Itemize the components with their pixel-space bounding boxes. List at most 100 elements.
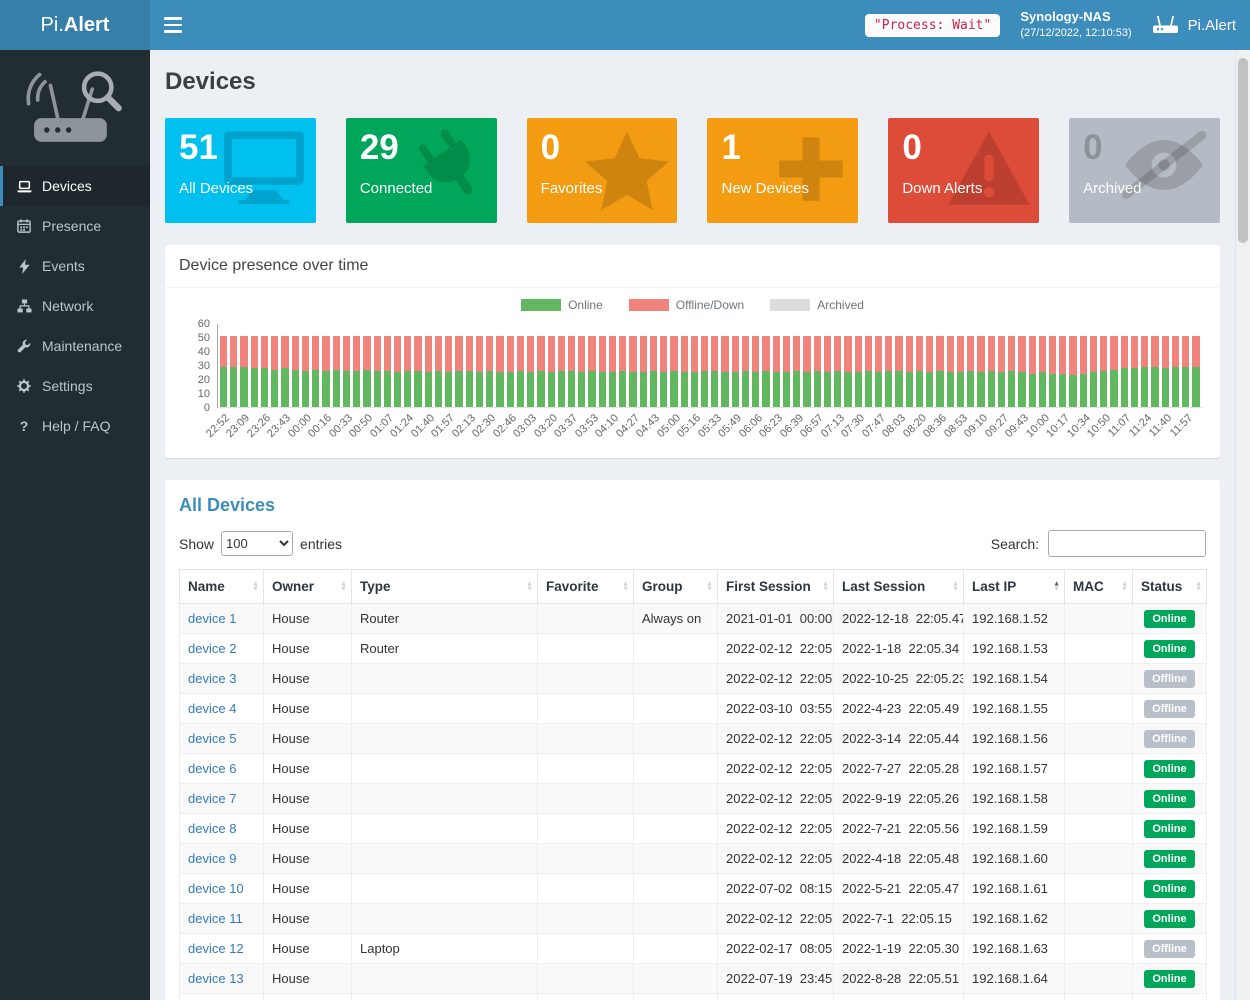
sidebar-item-label: Presence [42,218,102,234]
device-link[interactable]: device 4 [188,701,237,716]
status-badge: Offline [1144,939,1195,958]
device-link[interactable]: device 13 [188,971,244,986]
device-link[interactable]: device 3 [188,671,237,686]
cell-last-session: 2022-7-27 22:05.28 [833,753,964,784]
chart-bar [260,324,269,407]
status-badge: Online [1144,759,1195,778]
chart-bar [578,324,586,407]
cell-last-session: 2022-9-19 22:05.26 [833,783,964,814]
cell-status: Offline [1132,723,1207,754]
sort-icon: ▲ ▼ [526,580,533,593]
sort-icon: ▲ ▼ [706,580,713,593]
cell-last-ip: 192.168.1.57 [963,753,1065,784]
cell-group [633,693,718,724]
sidebar-item-maintenance[interactable]: Maintenance [0,326,150,366]
column-header-last-session[interactable]: Last Session ▲ ▼ [833,569,964,604]
sidebar-item-help-faq[interactable]: ? Help / FAQ [0,406,150,446]
chart-bar [424,324,432,407]
chart-bar [271,324,279,407]
column-header-label: Status [1141,579,1183,594]
cell-name: device 14 [179,993,264,1000]
table-row: device 8 House 2022-02-12 22:05 2022-7-21 2… [179,813,1207,844]
device-link[interactable]: device 5 [188,731,237,746]
brand-logo[interactable]: Pi. Alert [0,0,150,50]
stat-card-connected[interactable]: 29 Connected [345,118,497,223]
sidebar-item-devices[interactable]: Devices [0,166,150,206]
device-link[interactable]: device 11 [188,911,243,926]
device-link[interactable]: device 6 [188,761,237,776]
sidebar-item-presence[interactable]: Presence [0,206,150,246]
cell-name: device 2 [179,633,264,664]
wrench-icon [16,339,32,353]
chart-bar [854,324,862,407]
network-icon [16,299,32,313]
stat-card-favorites[interactable]: 0 Favorites [526,118,678,223]
chart-bar [711,324,719,407]
device-link[interactable]: device 1 [188,611,237,626]
device-link[interactable]: device 9 [188,851,237,866]
chart-bar [486,324,494,407]
stat-card-all-devices[interactable]: 51 All Devices [165,118,316,223]
device-link[interactable]: device 7 [188,791,237,806]
sidebar-item-network[interactable]: Network [0,286,150,326]
scrollbar-track[interactable] [1235,50,1250,1000]
column-header-owner[interactable]: Owner ▲ ▼ [263,569,352,604]
devices-table: Name ▲ ▼ Owner ▲ ▼ Type ▲ ▼ Favorite ▲ ▼ Group ▲ ▼ Firs… [179,569,1207,1000]
cell-group [633,873,718,904]
table-row: device 11 House 2022-02-12 22:05 2022-7-1 2… [179,903,1207,934]
device-link[interactable]: device 8 [188,821,237,836]
chart-bar [956,324,965,407]
sidebar-toggle-button[interactable] [150,0,196,50]
chart-bar [936,324,944,407]
search-input[interactable] [1048,530,1206,557]
cell-mac [1064,963,1133,994]
sidebar-item-label: Help / FAQ [42,418,111,434]
cell-name: device 1 [179,603,264,634]
column-header-mac[interactable]: MAC ▲ ▼ [1064,569,1133,604]
cell-group [633,723,718,754]
chart-bar [864,324,872,407]
chart-bar [885,324,893,407]
scrollbar-thumb[interactable] [1238,58,1248,243]
page-title: Devices [165,68,256,95]
bolt-icon [16,258,32,274]
device-link[interactable]: device 2 [188,641,237,656]
cell-type [351,753,538,784]
stat-card-down-alerts[interactable]: 0 Down Alerts [888,118,1040,223]
cell-last-session: 2022-8-28 22:05.51 [833,963,964,994]
column-header-type[interactable]: Type ▲ ▼ [351,569,538,604]
device-link[interactable]: device 12 [188,941,244,956]
pialert-link[interactable]: Pi.Alert [1152,13,1236,38]
device-link[interactable]: device 10 [188,881,244,896]
stat-value: 0 [540,128,561,167]
sidebar-item-events[interactable]: Events [0,246,150,286]
stat-card-new-devices[interactable]: 1 New Devices [707,118,859,223]
entries-label: entries [300,535,343,552]
app-name: Pi.Alert [1187,16,1236,34]
cell-last-ip: 192.168.1.64 [963,963,1065,994]
y-tick-label: 20 [197,374,210,386]
column-header-group[interactable]: Group ▲ ▼ [633,569,718,604]
column-header-first-session[interactable]: First Session ▲ ▼ [717,569,834,604]
chart-bar [752,324,760,407]
legend-item-online: Online [521,298,603,312]
column-header-last-ip[interactable]: Last IP ▲ ▼ [963,569,1065,604]
table-body: device 1 House Router Always on 2021-01-01 0… [179,603,1207,1000]
cell-first-session: 2022-02-12 22:05 [717,633,834,664]
chart-title: Device presence over time [165,245,1220,288]
cell-last-session: 2022-11-22 22:05.54 [833,993,964,1000]
column-header-name[interactable]: Name ▲ ▼ [179,569,264,604]
status-badge: Online [1144,849,1195,868]
sidebar-item-settings[interactable]: Settings [0,366,150,406]
cell-mac [1064,633,1133,664]
cell-favorite [537,933,634,964]
chart-bar [1192,324,1200,407]
column-header-status[interactable]: Status ▲ ▼ [1132,569,1207,604]
chart-bar [1028,324,1036,407]
column-header-favorite[interactable]: Favorite ▲ ▼ [537,569,634,604]
chart-bar [782,324,791,407]
presence-chart-plot [217,324,1202,408]
cell-group: Always on [633,603,718,634]
stat-card-archived[interactable]: 0 Archived [1069,118,1220,223]
page-length-select[interactable]: 100 [221,531,294,556]
